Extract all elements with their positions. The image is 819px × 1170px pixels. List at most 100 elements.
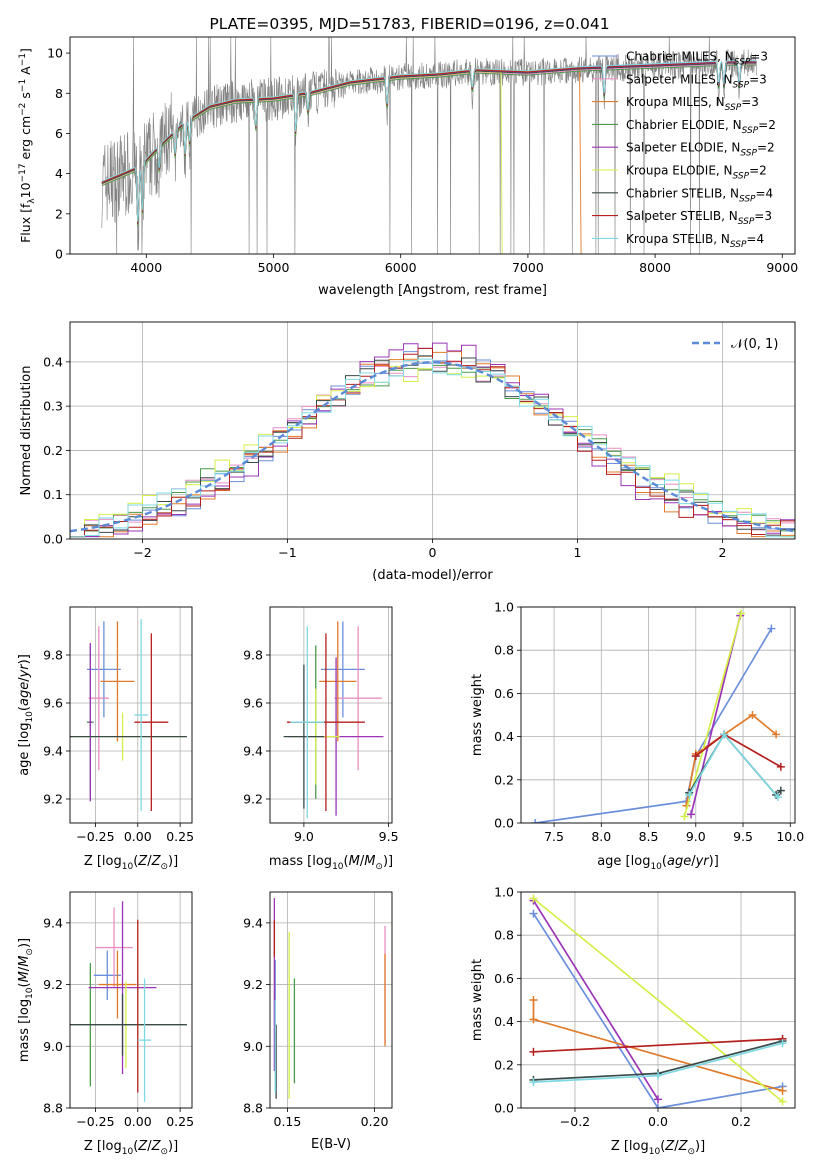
model-line-salpeter-stelib: [101, 61, 757, 224]
error-bar-chabrier-miles: [86, 621, 121, 718]
y-tick-label: 0.0: [494, 816, 514, 831]
x-tick-label: −2: [133, 545, 151, 560]
error-bar-kroupa-stelib: [137, 978, 152, 1102]
y-tick-label: 9.6: [43, 696, 63, 711]
error-bar-kroupa-miles: [319, 621, 357, 742]
label-part: 10: [332, 862, 344, 872]
y-tick-label: 9.2: [243, 977, 263, 992]
weight-series-salpeter-elodie: [529, 896, 662, 1104]
x-axis-label: mass [log10(M/M⊙)]: [269, 854, 393, 872]
label-part: )]: [709, 854, 719, 869]
y-label-part: 10: [18, 182, 33, 198]
label-part: ⊙: [160, 862, 168, 872]
label-part: yr: [17, 663, 32, 679]
y-label-part: −1: [18, 79, 28, 92]
legend-sub: SSP: [740, 149, 757, 159]
mass_weight_vs_Z-axes: −0.2 0.0 0.2 0.0 0.2 0.4 0.6 0.8 1.0: [494, 885, 795, 1129]
y-tick-label: 8.8: [43, 1101, 63, 1116]
y-tick-label: 2: [55, 206, 63, 221]
label-part: (: [17, 706, 32, 711]
y-label-part: λ: [27, 198, 37, 204]
error-bar-salpeter-elodie: [88, 643, 93, 802]
label-part: (: [133, 854, 138, 869]
label-part: Z: [137, 1139, 148, 1154]
weight-series-kroupa-stelib: [529, 1039, 787, 1087]
error-bar-kroupa-miles: [98, 950, 137, 1019]
y-tick-label: 10: [47, 46, 63, 61]
x-axis-label: Z [log10(Z/Z⊙)]: [84, 1139, 178, 1157]
legend-label: Salpeter ELODIE, N: [626, 141, 740, 155]
y-tick-label: 9.4: [43, 915, 63, 930]
label-part: mass [log: [17, 999, 32, 1062]
error-bar-salpeter-miles: [95, 907, 133, 988]
y-tick-label: 9.8: [243, 648, 263, 663]
legend-entry: Kroupa MILES, NSSP=3: [626, 95, 759, 113]
y-tick-label: 0.1: [43, 487, 63, 502]
plot-frame: [269, 606, 393, 824]
error-bar-kroupa-miles: [100, 621, 135, 742]
y-tick-label: 0.4: [43, 354, 63, 369]
x-tick-label: 0.00: [124, 1114, 152, 1129]
label-part: Z: [151, 1139, 162, 1154]
y-tick-label: 0.2: [43, 443, 63, 458]
label-part: Z: [678, 1139, 689, 1154]
weight-line: [683, 613, 742, 817]
error-bar-salpeter-miles: [88, 626, 109, 771]
y-tick-label: 0: [55, 247, 63, 262]
x-tick-label: 9.0: [686, 829, 706, 844]
weight-line: [532, 900, 659, 1100]
label-part: (: [344, 854, 349, 869]
legend-entry: Salpeter MILES, NSSP=3: [626, 72, 767, 90]
x-tick-label: 8.5: [639, 829, 659, 844]
y-tick-label: 4: [55, 166, 63, 181]
legend-entry: Salpeter STELIB, NSSP=3: [626, 209, 772, 227]
legend-sub: SSP: [730, 240, 747, 250]
label-part: M: [349, 854, 360, 869]
x-tick-label: 2: [719, 545, 727, 560]
y-label-part: −17: [18, 163, 28, 182]
x-tick-label: −0.25: [76, 1114, 114, 1129]
legend-entry: Kroupa ELODIE, NSSP=2: [626, 164, 767, 182]
label-part: 10: [650, 862, 662, 872]
label-part: Z: [137, 854, 148, 869]
y-tick-label: 6: [55, 126, 63, 141]
label-part: 10: [122, 1147, 134, 1157]
legend-entry: 𝒩(0, 1): [731, 337, 778, 352]
error-bar-chabrier-stelib: [70, 993, 187, 1056]
error-bar-salpeter-miles: [334, 626, 382, 771]
x-tick-label: 8000: [639, 260, 671, 275]
y-tick-label: 9.2: [43, 792, 63, 807]
x-tick-label: 0.00: [124, 829, 152, 844]
y-tick-label: 1.0: [494, 885, 514, 900]
legend-suffix: =3: [749, 72, 767, 86]
legend-label: Salpeter STELIB, N: [626, 209, 738, 223]
y-axis-label: Normed distribution: [19, 366, 34, 496]
y-tick-label: 0.3: [43, 399, 63, 414]
legend-label: Chabrier STELIB, N: [626, 186, 739, 200]
x-axis-label: wavelength [Angstrom, rest frame]: [318, 283, 547, 298]
label-part: M: [364, 854, 375, 869]
x-tick-label: 7000: [512, 260, 544, 275]
label-part: ⊙: [160, 1147, 168, 1157]
label-part: M: [17, 956, 32, 967]
legend-label: Salpeter MILES, N: [626, 72, 733, 86]
legend-label: Kroupa MILES, N: [626, 95, 725, 109]
y-tick-label: 9.4: [243, 915, 263, 930]
y-tick-label: 1.0: [494, 600, 514, 615]
x-tick-label: 0.15: [274, 1114, 302, 1129]
weight-series-kroupa-stelib: [685, 730, 782, 802]
x-tick-label: 9000: [766, 260, 798, 275]
label-part: age: [667, 854, 691, 869]
legend-suffix: =2: [757, 141, 775, 155]
x-tick-label: 0.25: [166, 1114, 194, 1129]
legend-suffix: =4: [756, 186, 774, 200]
y-label-part: s: [18, 92, 33, 103]
x-axis-label: E(B-V): [311, 1137, 351, 1152]
label-part: Z [log: [611, 1139, 649, 1154]
x-tick-label: 0.2: [731, 1114, 751, 1129]
y-tick-label: 0.8: [494, 643, 514, 658]
legend-suffix: =2: [749, 164, 767, 178]
label-part: /: [691, 854, 696, 869]
x-tick-label: −0.25: [76, 829, 114, 844]
error-bar-chabrier-stelib: [283, 664, 325, 809]
